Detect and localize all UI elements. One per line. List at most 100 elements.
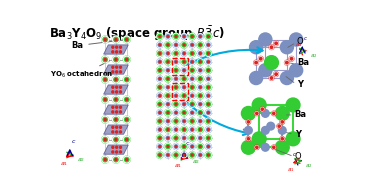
Circle shape [126,119,128,121]
Circle shape [119,51,121,53]
Circle shape [181,109,187,116]
Circle shape [126,39,128,40]
Circle shape [208,154,209,156]
Circle shape [191,44,193,46]
Circle shape [183,61,185,63]
Circle shape [289,56,294,61]
Circle shape [208,103,209,105]
Circle shape [199,78,201,80]
Circle shape [259,33,272,46]
Circle shape [197,84,203,90]
Circle shape [280,41,293,54]
Text: Ba$_3$Y$_4$O$_9$ (space group $R\bar{3}c$): Ba$_3$Y$_4$O$_9$ (space group $R\bar{3}c… [49,24,225,42]
Circle shape [116,46,118,48]
Circle shape [157,93,163,99]
Circle shape [116,71,118,73]
Circle shape [197,67,203,73]
Circle shape [183,154,185,156]
Circle shape [199,69,201,71]
Text: Y: Y [294,130,301,139]
Circle shape [181,92,187,99]
Circle shape [119,46,121,48]
Circle shape [183,44,185,46]
Circle shape [272,111,276,116]
Circle shape [183,129,185,130]
Circle shape [183,137,185,139]
Circle shape [165,84,171,90]
Circle shape [159,78,161,80]
Text: Ba: Ba [297,58,309,67]
Circle shape [208,95,209,97]
Circle shape [157,59,163,65]
Circle shape [197,109,203,116]
Circle shape [199,52,201,54]
Circle shape [191,120,193,122]
Circle shape [167,120,169,122]
Circle shape [173,59,179,65]
Circle shape [259,64,272,77]
Circle shape [175,78,177,80]
Circle shape [119,106,121,108]
Circle shape [123,76,130,83]
Circle shape [197,118,203,124]
Circle shape [181,67,187,73]
Circle shape [199,137,201,139]
Circle shape [189,59,195,65]
Circle shape [165,42,171,48]
Circle shape [167,154,169,156]
Circle shape [205,135,212,141]
Circle shape [115,119,117,121]
Circle shape [262,127,269,134]
Circle shape [104,58,106,61]
Circle shape [191,36,193,37]
Circle shape [159,112,161,114]
Circle shape [116,86,118,88]
Circle shape [175,95,177,97]
Circle shape [191,61,193,63]
Circle shape [208,129,209,130]
Circle shape [205,110,211,116]
Circle shape [159,103,161,105]
Circle shape [116,131,118,133]
Circle shape [191,129,193,130]
Circle shape [255,145,259,149]
Circle shape [102,136,108,143]
Circle shape [199,36,201,37]
Circle shape [175,154,177,156]
Circle shape [197,92,203,99]
Circle shape [205,127,211,133]
Circle shape [116,146,118,148]
Circle shape [181,118,187,124]
Text: $a_2$: $a_2$ [305,162,313,170]
Circle shape [286,98,300,112]
Circle shape [199,120,201,122]
Circle shape [157,110,163,116]
Circle shape [208,78,209,80]
Circle shape [104,99,106,101]
Circle shape [112,46,114,48]
Circle shape [175,112,177,114]
Circle shape [175,52,177,54]
Circle shape [165,76,171,82]
Circle shape [113,136,119,143]
Circle shape [156,152,163,158]
Circle shape [205,84,212,90]
Circle shape [205,67,212,74]
Circle shape [112,86,114,88]
Circle shape [199,129,201,130]
Circle shape [205,33,212,40]
Polygon shape [104,125,128,134]
Circle shape [159,61,161,63]
Circle shape [112,146,114,148]
Circle shape [249,71,263,85]
Circle shape [167,52,169,54]
Circle shape [175,69,177,71]
Circle shape [123,36,130,43]
Circle shape [254,60,259,65]
Circle shape [173,50,179,57]
Polygon shape [104,45,128,54]
Circle shape [269,76,274,80]
Circle shape [199,44,201,46]
Circle shape [167,137,169,139]
Circle shape [102,36,108,43]
